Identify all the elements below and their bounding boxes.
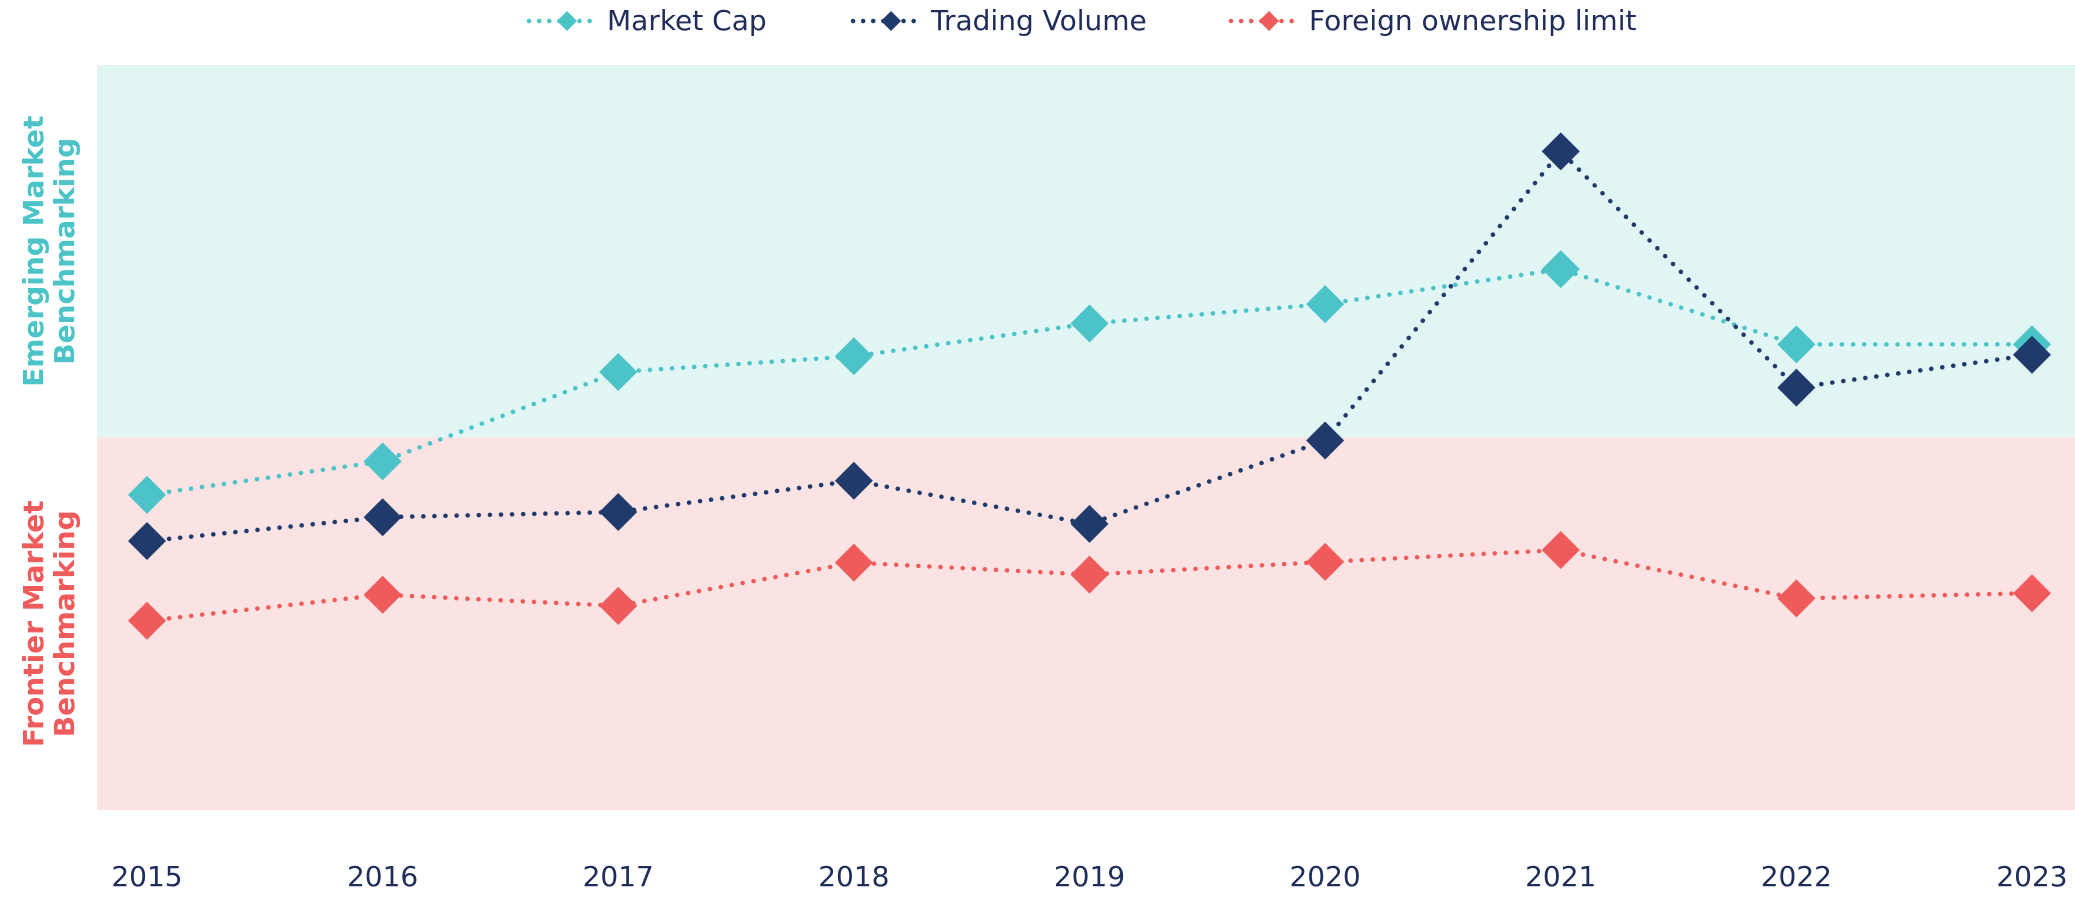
legend-item: Market Cap <box>526 4 767 37</box>
legend-item: Trading Volume <box>850 4 1147 37</box>
legend-marker <box>557 11 577 31</box>
marker <box>599 586 638 625</box>
band <box>97 65 2075 438</box>
legend-marker <box>1259 11 1279 31</box>
band-label: Frontier Market <box>17 500 50 747</box>
legend-marker <box>881 11 901 31</box>
marker <box>834 461 873 500</box>
x-tick-label: 2019 <box>1054 860 1125 893</box>
marker <box>128 601 166 640</box>
x-tick-label: 2023 <box>1996 860 2067 893</box>
legend-label: Trading Volume <box>930 4 1147 37</box>
marker <box>834 337 873 376</box>
legend-item: Foreign ownership limit <box>1228 4 1636 37</box>
marker <box>1541 250 1580 289</box>
marker <box>128 475 166 514</box>
band-label: Benchmarking <box>48 138 81 365</box>
legend-label: Market Cap <box>607 4 767 37</box>
marker <box>1777 368 1816 407</box>
x-tick-label: 2020 <box>1289 860 1360 893</box>
marker <box>1070 555 1109 594</box>
marker <box>128 522 166 561</box>
marker <box>363 498 402 537</box>
marker <box>2013 574 2051 613</box>
x-tick-label: 2021 <box>1525 860 1596 893</box>
band-label: Benchmarking <box>48 510 81 737</box>
marker <box>1777 325 1816 364</box>
x-tick-label: 2015 <box>111 860 182 893</box>
x-tick-label: 2022 <box>1761 860 1832 893</box>
x-tick-label: 2017 <box>583 860 654 893</box>
marker <box>363 442 402 481</box>
marker <box>1070 304 1109 343</box>
marker <box>599 493 638 531</box>
marker <box>1777 579 1816 618</box>
marker <box>1070 504 1109 543</box>
marker <box>1306 285 1345 324</box>
marker <box>1306 542 1345 581</box>
marker <box>1306 421 1345 460</box>
band <box>97 437 2075 810</box>
x-tick-label: 2018 <box>818 860 889 893</box>
band-label: Emerging Market <box>17 116 50 387</box>
marker <box>363 575 402 614</box>
x-tick-label: 2016 <box>347 860 418 893</box>
marker <box>2013 335 2051 374</box>
marker <box>599 352 638 391</box>
marker <box>1541 132 1580 171</box>
marker <box>1541 530 1580 569</box>
marker <box>834 543 873 582</box>
legend-label: Foreign ownership limit <box>1309 4 1636 37</box>
